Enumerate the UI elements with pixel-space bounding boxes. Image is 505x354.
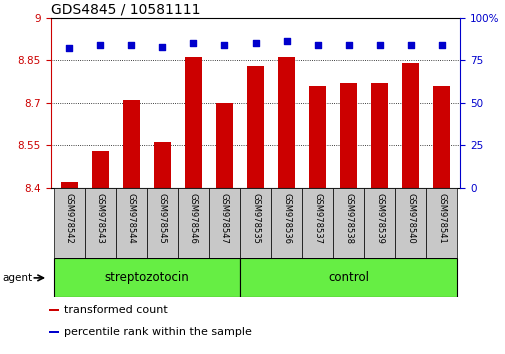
Bar — [394, 188, 426, 258]
Text: GSM978545: GSM978545 — [158, 193, 167, 244]
Text: transformed count: transformed count — [64, 305, 167, 315]
Point — [96, 42, 104, 48]
Bar — [54, 188, 85, 258]
Point — [313, 42, 321, 48]
Text: GDS4845 / 10581111: GDS4845 / 10581111 — [50, 2, 199, 17]
Point — [437, 42, 445, 48]
Text: GSM978538: GSM978538 — [343, 193, 352, 244]
Bar — [401, 63, 419, 188]
Bar — [246, 66, 264, 188]
Bar — [61, 182, 78, 188]
Text: GSM978544: GSM978544 — [127, 193, 135, 244]
Point — [251, 40, 259, 46]
Text: control: control — [328, 272, 369, 284]
Point — [282, 39, 290, 44]
Text: GSM978546: GSM978546 — [188, 193, 197, 244]
Text: agent: agent — [3, 273, 33, 283]
Text: GSM978539: GSM978539 — [375, 193, 383, 244]
Bar — [116, 188, 146, 258]
Text: percentile rank within the sample: percentile rank within the sample — [64, 327, 251, 337]
Bar — [49, 309, 59, 311]
Bar — [146, 188, 178, 258]
Text: GSM978542: GSM978542 — [65, 193, 74, 244]
Text: GSM978543: GSM978543 — [95, 193, 105, 244]
Bar — [271, 188, 301, 258]
Bar — [54, 258, 239, 297]
Bar — [216, 103, 233, 188]
Bar — [123, 100, 139, 188]
Text: streptozotocin: streptozotocin — [104, 272, 189, 284]
Bar — [178, 188, 209, 258]
Bar — [332, 188, 364, 258]
Bar — [432, 86, 449, 188]
Text: GSM978535: GSM978535 — [250, 193, 260, 244]
Text: GSM978540: GSM978540 — [406, 193, 415, 244]
Text: GSM978536: GSM978536 — [281, 193, 290, 244]
Bar — [154, 142, 171, 188]
Point — [375, 42, 383, 48]
Point — [220, 42, 228, 48]
Point — [158, 44, 166, 50]
Bar — [239, 258, 457, 297]
Point — [65, 45, 73, 51]
Bar — [239, 188, 271, 258]
Text: GSM978541: GSM978541 — [436, 193, 445, 244]
Text: GSM978547: GSM978547 — [220, 193, 229, 244]
Point — [189, 40, 197, 46]
Bar — [371, 83, 387, 188]
Text: GSM978537: GSM978537 — [313, 193, 322, 244]
Bar — [301, 188, 332, 258]
Bar — [91, 151, 109, 188]
Bar — [425, 188, 457, 258]
Bar — [184, 57, 201, 188]
Point — [127, 42, 135, 48]
Point — [406, 42, 414, 48]
Point — [344, 42, 352, 48]
Bar — [309, 86, 326, 188]
Bar — [85, 188, 116, 258]
Bar — [339, 83, 357, 188]
Bar — [49, 331, 59, 333]
Bar — [209, 188, 239, 258]
Bar — [364, 188, 394, 258]
Bar — [277, 57, 294, 188]
